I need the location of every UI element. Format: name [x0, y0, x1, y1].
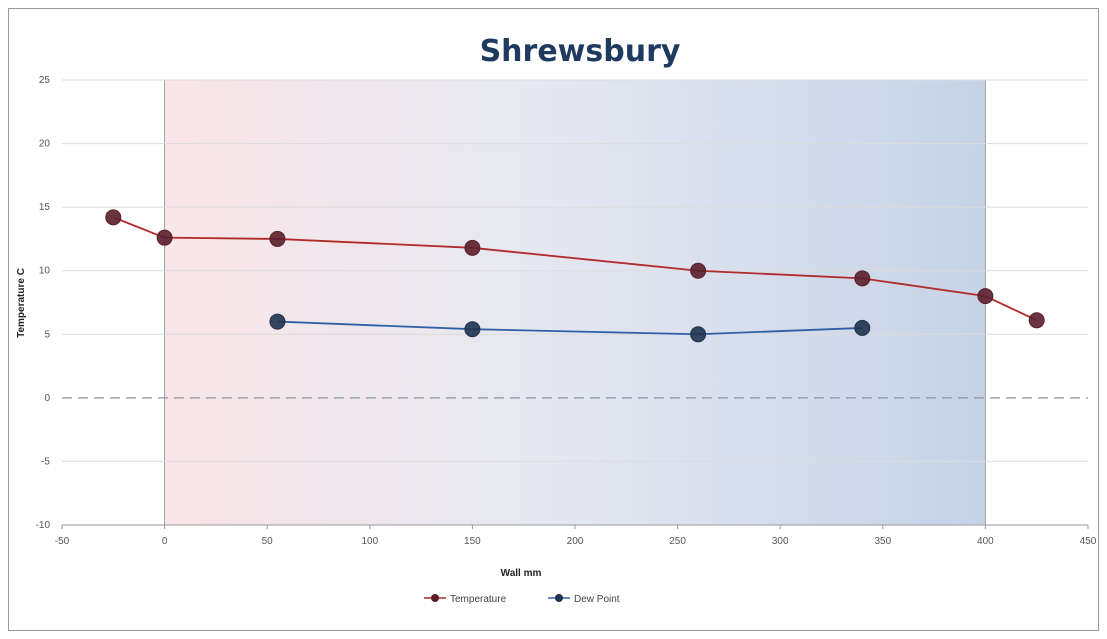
series-lines	[112, 216, 1038, 336]
x-tick-label: 400	[977, 536, 994, 547]
x-tick-label: 250	[669, 536, 686, 547]
data-point-dew-point	[464, 321, 481, 338]
x-axis-ticks: -50 0 50 100 150 200 250 300 350 400 450	[55, 525, 1097, 547]
legend-marker	[555, 594, 563, 602]
data-point-temperature	[269, 230, 286, 247]
data-point-temperature	[156, 229, 173, 246]
y-tick-label: 5	[44, 329, 50, 340]
data-point-temperature	[105, 209, 122, 226]
wall-region	[164, 79, 986, 526]
x-axis-label: Wall mm	[501, 568, 542, 579]
y-tick-label: 15	[39, 202, 51, 213]
series-line-temperature	[112, 216, 1038, 322]
gridlines	[62, 79, 1088, 462]
legend-item-temperature: Temperature	[424, 594, 507, 605]
y-tick-label: -5	[41, 456, 50, 467]
data-point-dew-point	[854, 319, 871, 336]
legend-item-dew-point: Dew Point	[548, 594, 620, 605]
x-tick-label: 100	[361, 536, 378, 547]
y-tick-label: 0	[44, 393, 50, 404]
y-tick-label: 25	[39, 75, 51, 86]
y-tick-label: 10	[39, 266, 51, 277]
data-point-temperature	[1028, 312, 1045, 329]
x-tick-label: 450	[1080, 536, 1097, 547]
y-tick-label: 20	[39, 139, 51, 150]
legend-label: Temperature	[450, 594, 507, 605]
x-tick-label: 0	[162, 536, 168, 547]
data-point-dew-point	[690, 326, 707, 343]
x-tick-label: 50	[262, 536, 274, 547]
legend: Temperature Dew Point	[424, 594, 620, 605]
x-tick-label: 300	[772, 536, 789, 547]
data-point-temperature	[977, 288, 994, 305]
series-line-dew-point	[277, 320, 863, 336]
chart-title: Shrewsbury	[480, 34, 681, 69]
data-point-dew-point	[269, 313, 286, 330]
x-tick-label: 150	[464, 536, 481, 547]
x-tick-label: 350	[874, 536, 891, 547]
legend-marker	[431, 594, 439, 602]
y-tick-label: -10	[36, 520, 51, 531]
y-axis-label: Temperature C	[16, 268, 27, 338]
data-point-temperature	[854, 270, 871, 287]
legend-label: Dew Point	[574, 594, 620, 605]
series-points	[105, 209, 1045, 343]
x-tick-label: -50	[55, 536, 70, 547]
y-axis-ticks: -10 -5 0 5 10 15 20 25	[36, 75, 51, 531]
data-point-temperature	[464, 239, 481, 256]
x-tick-label: 200	[567, 536, 584, 547]
data-point-temperature	[690, 262, 707, 279]
